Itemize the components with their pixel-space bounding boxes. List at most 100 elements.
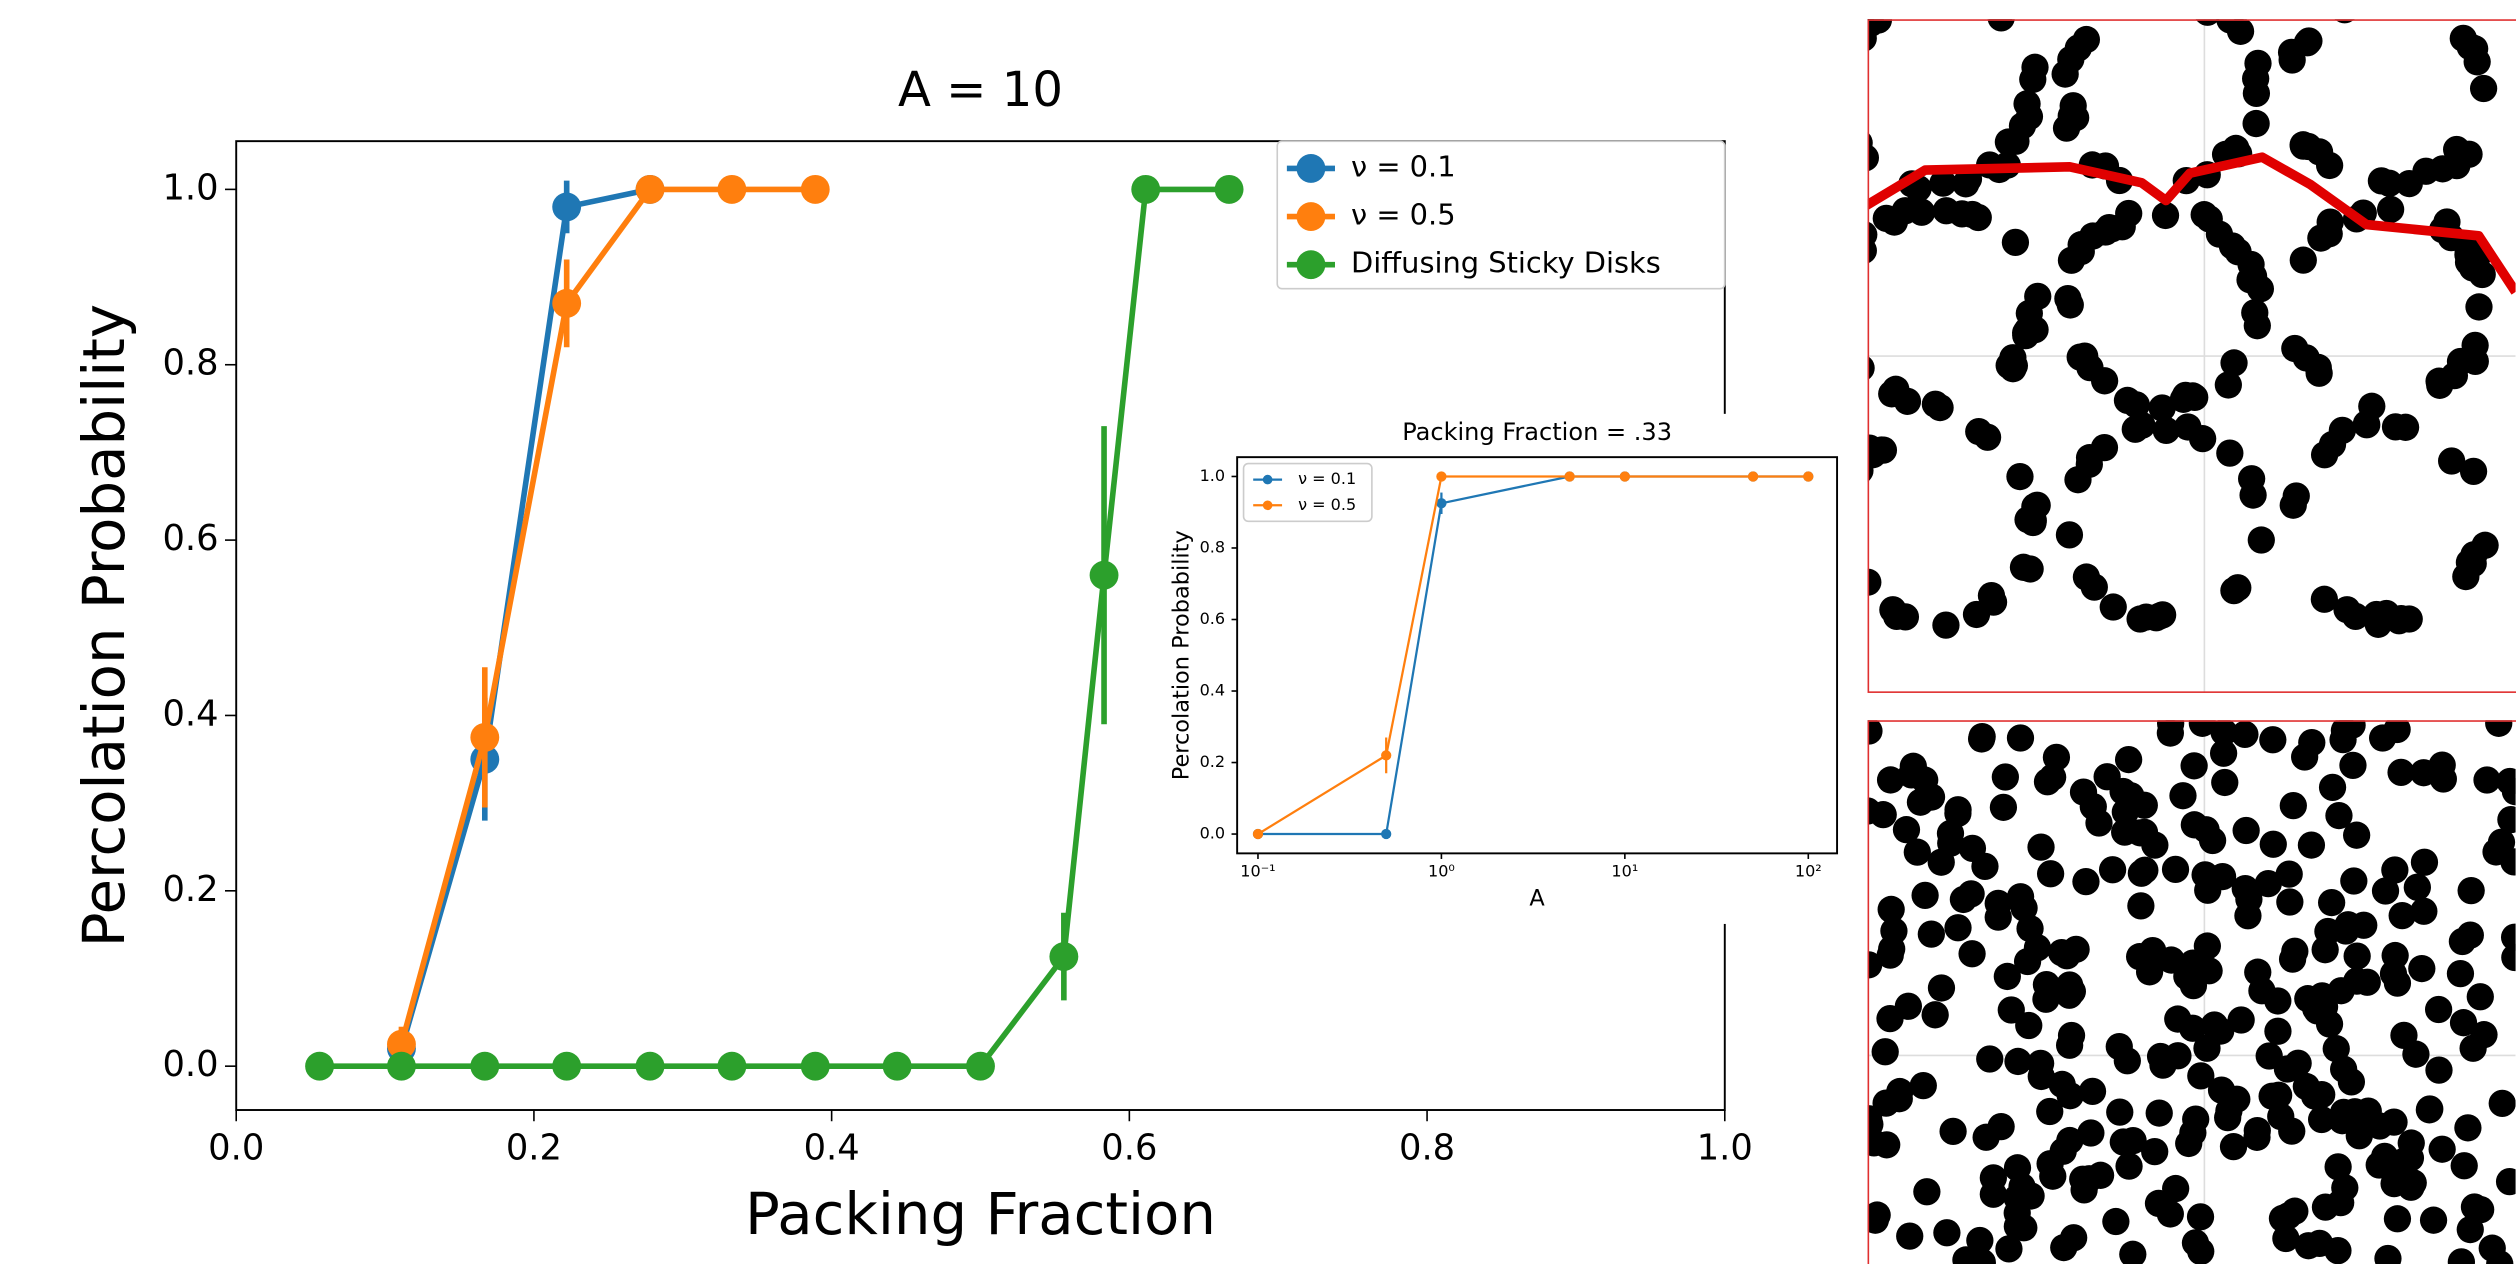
disk: [2242, 110, 2269, 137]
disk: [2106, 1098, 2133, 1125]
disk: [1969, 723, 1996, 750]
disk: [2404, 874, 2431, 901]
disk: [1973, 1124, 2000, 1151]
disk: [1847, 354, 1874, 381]
marker: [966, 1052, 995, 1081]
disk: [1965, 418, 1992, 445]
disk: [2342, 603, 2369, 630]
y-tick-label: 0.0: [1200, 824, 1226, 843]
disk: [2425, 368, 2452, 395]
y-tick-label: 0.2: [162, 869, 218, 910]
legend-label: ν = 0.5: [1351, 198, 1456, 232]
disk: [2081, 574, 2108, 601]
y-tick-label: 0.2: [1200, 752, 1226, 771]
disk: [2007, 724, 2034, 751]
x-tick-label: 1.0: [1697, 1127, 1753, 1168]
disk: [2062, 936, 2089, 963]
marker: [717, 175, 746, 204]
disk: [2004, 1199, 2031, 1226]
disk: [2233, 817, 2260, 844]
disk: [1918, 920, 1945, 947]
disk: [2290, 247, 2317, 274]
disk: [1921, 0, 1948, 7]
disk: [1907, 789, 1934, 816]
clustered-disks: [1826, 0, 2516, 693]
disk: [2187, 1203, 2214, 1230]
disk: [1957, 880, 1984, 907]
disk: [2496, 1168, 2516, 1195]
disk: [2280, 792, 2307, 819]
disk: [2380, 1170, 2407, 1197]
disk: [1992, 763, 2019, 790]
disk: [2465, 293, 2492, 320]
disk: [2265, 1082, 2292, 1109]
disk: [2039, 764, 2066, 791]
marker: [552, 192, 581, 221]
marker: [801, 1052, 830, 1081]
disk: [2021, 54, 2048, 81]
disk: [2189, 710, 2216, 737]
disk: [1932, 611, 1959, 638]
disk: [2382, 942, 2409, 969]
marker: [1215, 175, 1244, 204]
disk: [2443, 152, 2470, 179]
disk: [2199, 827, 2226, 854]
disk: [1852, 144, 1879, 171]
disk: [1870, 801, 1897, 828]
marker: [636, 175, 665, 204]
disk: [2343, 968, 2370, 995]
y-tick-label: 0.8: [162, 343, 218, 384]
random-disks: [1854, 710, 2516, 1264]
disk: [2408, 955, 2435, 982]
disk: [2368, 167, 2395, 194]
disk: [1995, 128, 2022, 155]
disk: [2187, 1238, 2214, 1264]
disk: [2152, 202, 2179, 229]
disk: [2053, 114, 2080, 141]
legend-marker: [1296, 154, 1325, 183]
disk: [2077, 1119, 2104, 1146]
disk: [2072, 868, 2099, 895]
disk: [2096, 214, 2123, 241]
disk: [2131, 792, 2158, 819]
y-tick-label: 0.8: [1200, 537, 1226, 556]
marker: [636, 1052, 665, 1081]
disk: [1939, 1118, 1966, 1145]
marker: [1381, 750, 1391, 760]
disk: [1884, 0, 1911, 17]
disk: [2294, 985, 2321, 1012]
disk: [2180, 752, 2207, 779]
disk: [1836, 31, 1863, 58]
disk: [2396, 170, 2423, 197]
disk: [1965, 204, 1992, 231]
x-tick-label: 10⁰: [1428, 861, 1455, 880]
y-tick-label: 0.4: [162, 693, 218, 734]
disk: [2102, 1208, 2129, 1235]
x-tick-label: 0.4: [804, 1127, 860, 1168]
disk: [2325, 802, 2352, 829]
disk: [1876, 1005, 1903, 1032]
disk: [2459, 1035, 2486, 1062]
disk: [2425, 996, 2452, 1023]
disk: [2137, 0, 2164, 8]
disk: [1862, 1207, 1889, 1234]
disk: [2454, 1114, 2481, 1141]
disk: [2295, 1232, 2322, 1259]
disk: [2189, 425, 2216, 452]
disk: [2224, 574, 2251, 601]
disk: [2056, 521, 2083, 548]
disk: [2457, 922, 2484, 949]
simulation-panels: [1826, 0, 2516, 1264]
disk: [2470, 75, 2497, 102]
disk: [1857, 10, 1884, 37]
disk: [2382, 413, 2409, 440]
disk: [2373, 600, 2400, 627]
disk: [2438, 447, 2465, 474]
disk: [2024, 492, 2051, 519]
disk: [1944, 800, 1971, 827]
disk: [2052, 60, 2079, 87]
disk: [1877, 766, 1904, 793]
series-line: [401, 189, 815, 1044]
marker: [1436, 471, 1446, 481]
disk: [2291, 743, 2318, 770]
